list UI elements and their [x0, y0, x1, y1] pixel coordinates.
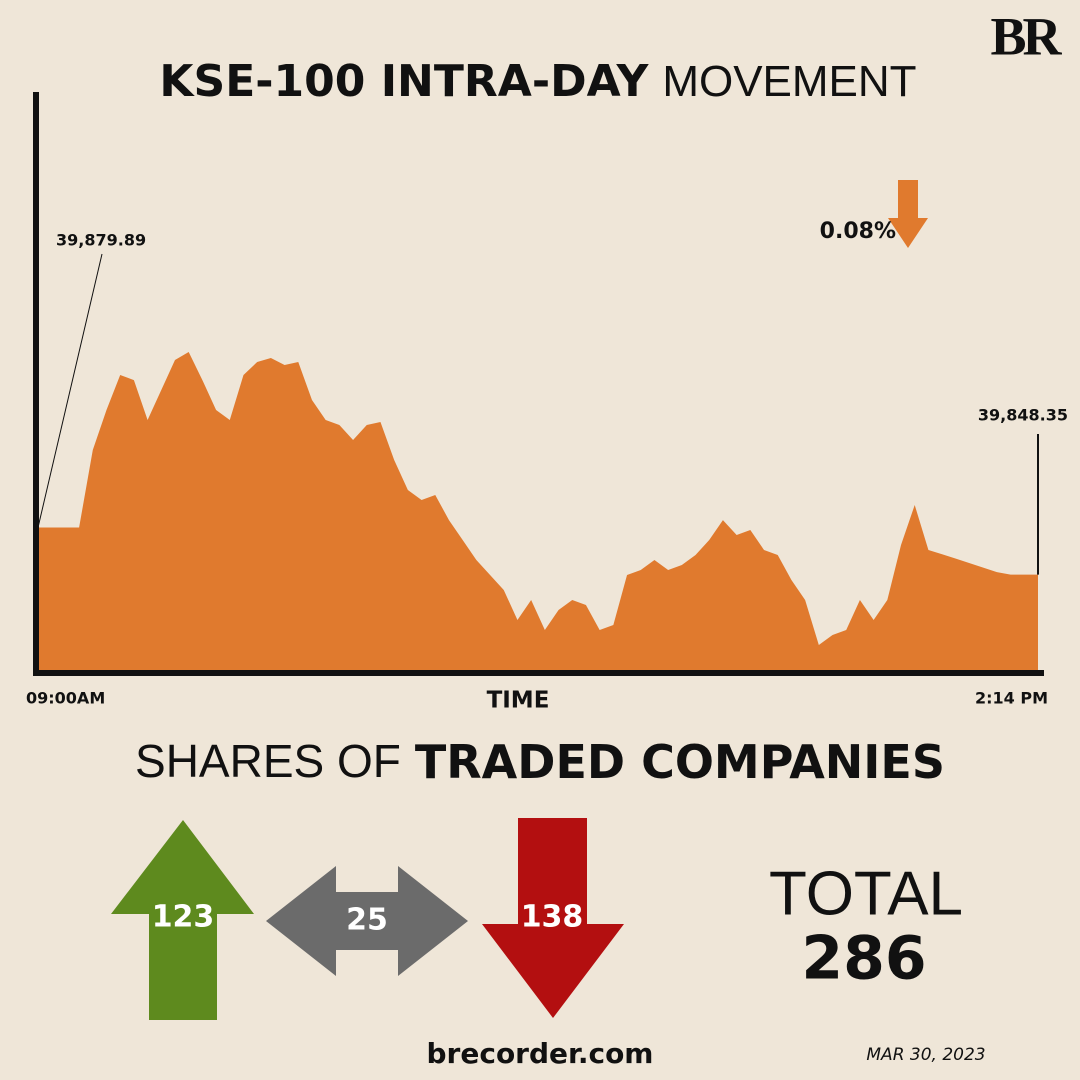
value-label: 39,848.35	[978, 406, 1068, 425]
chart-title: KSE-100 INTRA-DAY MOVEMENT	[159, 56, 916, 107]
title-light: MOVEMENT	[662, 57, 916, 106]
declined-count: 138	[521, 900, 584, 935]
footer-site: brecorder.com	[427, 1037, 654, 1070]
value-label-leader	[37, 253, 103, 528]
unchanged-arrow	[266, 866, 468, 976]
shares-title-bold: TRADED COMPANIES	[415, 735, 945, 789]
value-label: 39,879.89	[56, 231, 146, 250]
total-label: TOTAL	[769, 859, 963, 928]
footer-date: MAR 30, 2023	[866, 1045, 985, 1065]
x-tick-label: 09:00AM	[26, 689, 105, 708]
shares-title: SHARES OF TRADED COMPANIES	[135, 735, 945, 789]
advanced-count: 123	[152, 900, 215, 935]
declined-arrow	[482, 818, 624, 1018]
unchanged-count: 25	[346, 903, 388, 938]
logo: BR	[990, 6, 1062, 66]
total-value: 286	[801, 924, 926, 994]
title-bold: KSE-100 INTRA-DAY	[159, 56, 649, 107]
x-axis-title: TIME	[487, 688, 550, 714]
x-tick-label: 2:14 PM	[975, 689, 1048, 708]
shares-title-light: SHARES OF	[135, 735, 401, 787]
plot	[38, 352, 1038, 672]
advanced-arrow	[111, 820, 254, 1020]
change-arrow	[888, 180, 928, 248]
area	[38, 352, 1038, 672]
change-label: 0.08%	[820, 219, 896, 244]
